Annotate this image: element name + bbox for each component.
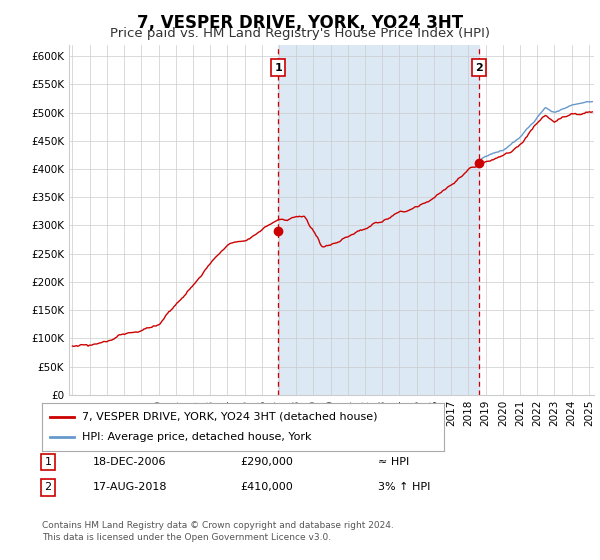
Text: HPI: Average price, detached house, York: HPI: Average price, detached house, York [82,432,312,442]
Text: 7, VESPER DRIVE, YORK, YO24 3HT (detached house): 7, VESPER DRIVE, YORK, YO24 3HT (detache… [82,412,378,422]
Text: Price paid vs. HM Land Registry's House Price Index (HPI): Price paid vs. HM Land Registry's House … [110,27,490,40]
Text: 7, VESPER DRIVE, YORK, YO24 3HT: 7, VESPER DRIVE, YORK, YO24 3HT [137,14,463,32]
Bar [278,45,479,395]
Text: 1: 1 [274,63,282,73]
Text: £290,000: £290,000 [240,457,293,467]
Text: 1: 1 [44,457,52,467]
Text: £410,000: £410,000 [240,482,293,492]
Text: Contains HM Land Registry data © Crown copyright and database right 2024.: Contains HM Land Registry data © Crown c… [42,521,394,530]
Text: 2: 2 [44,482,52,492]
Text: This data is licensed under the Open Government Licence v3.0.: This data is licensed under the Open Gov… [42,533,331,542]
Text: 18-DEC-2006: 18-DEC-2006 [93,457,167,467]
Text: 17-AUG-2018: 17-AUG-2018 [93,482,167,492]
Text: 3% ↑ HPI: 3% ↑ HPI [378,482,430,492]
Text: 2: 2 [475,63,483,73]
Text: ≈ HPI: ≈ HPI [378,457,409,467]
